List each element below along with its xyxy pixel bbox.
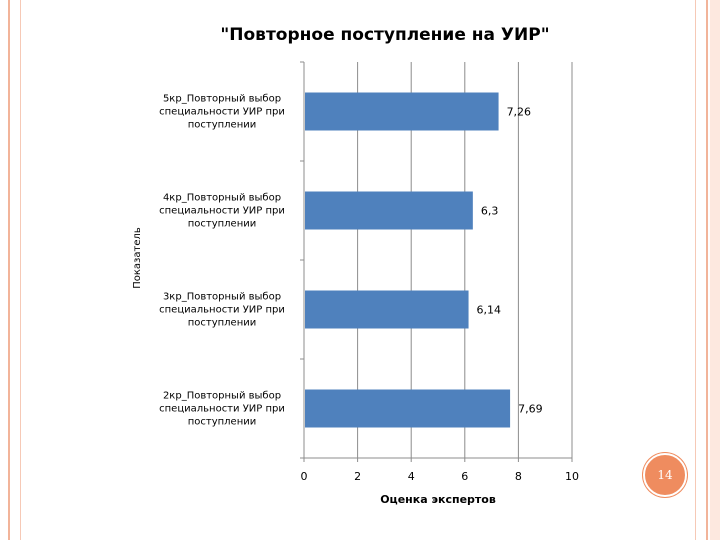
slide-frame-outer: [8, 0, 708, 540]
category-label-0: 5кр_Повторный выбор специальности УИР при…: [159, 94, 285, 131]
category-label-3: 2кр_Повторный выбор специальности УИР при…: [159, 391, 285, 428]
slide-right-strip: [710, 0, 720, 540]
x-tick-label-4: 8: [515, 470, 522, 483]
x-tick-label-5: 10: [565, 470, 579, 483]
chart-title: "Повторное поступление на УИР": [220, 25, 549, 45]
axes: [300, 61, 573, 462]
y-axis-title: Показатель: [132, 227, 143, 289]
bar-2: [305, 290, 469, 329]
page-number: 14: [657, 468, 673, 482]
bar-1: [305, 191, 473, 230]
x-tick-label-1: 2: [354, 470, 361, 483]
value-label-3: 7,69: [518, 403, 543, 416]
category-label-2: 3кр_Повторный выбор специальности УИР при…: [159, 292, 285, 329]
x-tick-label-2: 4: [408, 470, 415, 483]
category-label-1: 4кр_Повторный выбор специальности УИР при…: [159, 193, 285, 230]
bars: [305, 92, 511, 428]
labels: 0 2 4 6 8 10 7,26 5кр_Повторный выбор специально…: [159, 94, 579, 484]
x-axis-title: Оценка экспертов: [380, 493, 496, 506]
x-tick-label-0: 0: [301, 470, 308, 483]
value-label-1: 6,3: [481, 205, 499, 218]
page-number-badge: 14: [643, 453, 687, 497]
bar-3: [305, 389, 511, 428]
bar-0: [305, 92, 499, 131]
x-tick-label-3: 6: [461, 470, 468, 483]
value-label-2: 6,14: [477, 304, 502, 317]
slide-frame-inner: [20, 0, 696, 540]
value-label-0: 7,26: [507, 106, 532, 119]
